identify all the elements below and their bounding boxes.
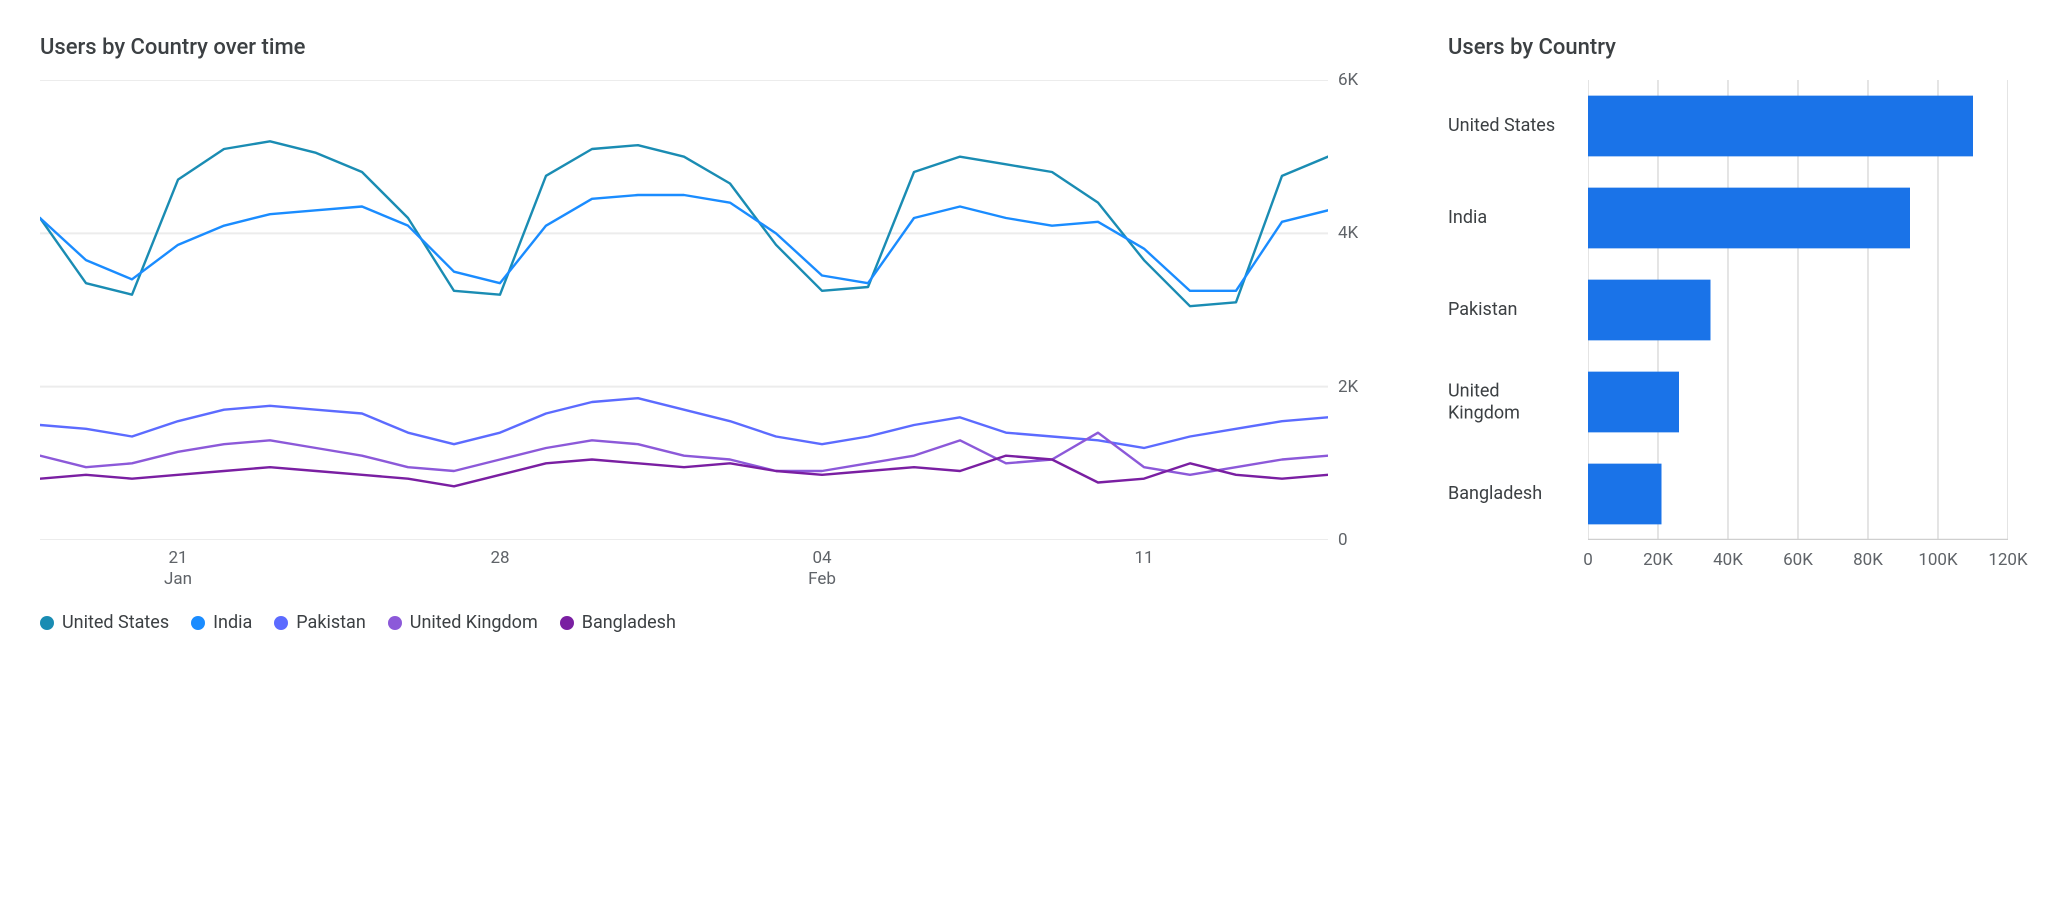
bar-chart-title: Users by Country — [1448, 35, 2008, 60]
line-chart-legend: United States India Pakistan United Kingdom… — [40, 612, 1388, 633]
legend-item[interactable]: United Kingdom — [388, 612, 538, 633]
x-axis-tick: 28 — [490, 548, 509, 569]
bar — [1588, 188, 1910, 249]
line-series — [40, 433, 1328, 475]
line-chart-x-axis: 21Jan 28 04Feb 11 — [40, 548, 1388, 596]
panel-users-by-country: Users by Country United States India Pakis… — [1448, 35, 2008, 633]
bar-x-axis-tick: 60K — [1783, 550, 1813, 570]
line-chart: 02K4K6K — [40, 80, 1388, 540]
line-chart-y-axis: 02K4K6K — [1328, 80, 1388, 540]
bar-x-axis-tick: 80K — [1853, 550, 1883, 570]
panel-users-by-country-over-time: Users by Country over time 0 2K 4K 6K 21Jan… — [40, 35, 1388, 633]
bar-chart: United States India Pakistan UnitedKingdom B… — [1448, 80, 2008, 540]
bar-chart-x-axis: 020K40K60K80K100K120K — [1588, 550, 2008, 576]
bar-category-label: Bangladesh — [1448, 483, 1576, 505]
legend-dot-icon — [274, 616, 288, 630]
y-axis-tick: 2K — [1338, 377, 1358, 397]
y-axis-tick: 0 — [1338, 530, 1348, 550]
bar-x-axis-tick: 40K — [1713, 550, 1743, 570]
legend-label: Pakistan — [296, 612, 365, 633]
x-axis-tick: 04Feb — [808, 548, 836, 591]
legend-dot-icon — [388, 616, 402, 630]
bar-x-axis-tick: 100K — [1918, 550, 1957, 570]
legend-dot-icon — [560, 616, 574, 630]
legend-item[interactable]: Bangladesh — [560, 612, 676, 633]
legend-item[interactable]: United States — [40, 612, 169, 633]
bar-chart-y-labels: United States India Pakistan UnitedKingdom B… — [1448, 80, 1588, 540]
legend-label: Bangladesh — [582, 612, 676, 633]
line-chart-title: Users by Country over time — [40, 35, 1388, 60]
bar-chart-plot — [1588, 80, 2008, 540]
line-chart-plot — [40, 80, 1328, 540]
legend-label: India — [213, 612, 252, 633]
bar-x-axis-tick: 120K — [1988, 550, 2027, 570]
bar-category-label: United States — [1448, 115, 1576, 137]
y-axis-tick: 4K — [1338, 223, 1358, 243]
bar-category-label: UnitedKingdom — [1448, 380, 1576, 423]
analytics-dashboard: Users by Country over time 0 2K 4K 6K 21Jan… — [40, 35, 2008, 633]
y-axis-tick: 6K — [1338, 70, 1358, 90]
legend-item[interactable]: India — [191, 612, 252, 633]
bar — [1588, 464, 1662, 525]
x-axis-tick: 11 — [1134, 548, 1153, 569]
bar — [1588, 96, 1973, 157]
legend-dot-icon — [40, 616, 54, 630]
legend-item[interactable]: Pakistan — [274, 612, 365, 633]
bar — [1588, 280, 1711, 341]
bar-category-label: India — [1448, 207, 1576, 229]
bar-x-axis-tick: 20K — [1643, 550, 1673, 570]
bar-category-label: Pakistan — [1448, 299, 1576, 321]
bar-x-axis-tick: 0 — [1583, 550, 1593, 570]
legend-label: United Kingdom — [410, 612, 538, 633]
x-axis-tick: 21Jan — [164, 548, 192, 591]
legend-label: United States — [62, 612, 169, 633]
bar — [1588, 372, 1679, 433]
line-series — [40, 398, 1328, 448]
line-series — [40, 195, 1328, 291]
legend-dot-icon — [191, 616, 205, 630]
